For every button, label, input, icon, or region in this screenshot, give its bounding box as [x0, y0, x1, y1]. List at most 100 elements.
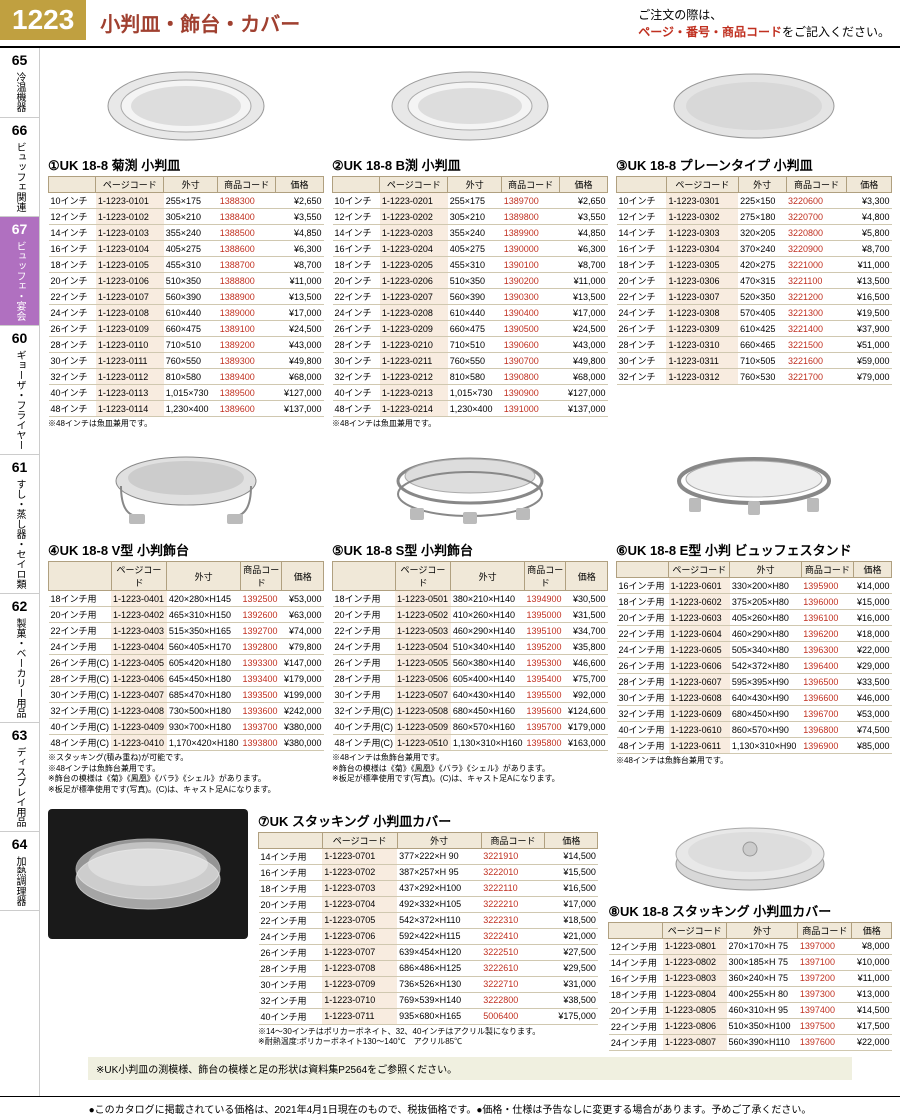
table-row: 18インチ用1-1223-0602375×205×H801396000¥15,0…	[617, 594, 892, 610]
table-row: 16インチ用1-1223-0803360×240×H 751397200¥11,…	[609, 970, 892, 986]
table-row: 20インチ用1-1223-0603405×260×H801396100¥16,0…	[617, 610, 892, 626]
table-row: 22インチ用1-1223-0503460×290×H1401395100¥34,…	[333, 623, 608, 639]
table-row: 24インチ用1-1223-0807560×390×H1101397600¥22,…	[609, 1034, 892, 1050]
product-title: ②UK 18-8 B渕 小判皿	[332, 155, 608, 174]
table-row: 28インチ用1-1223-0607595×395×H901396500¥33,5…	[617, 674, 892, 690]
table-row: 22インチ用1-1223-0604460×290×H801396200¥18,0…	[617, 626, 892, 642]
product-image	[48, 809, 248, 939]
table-row: 12インチ1-1223-0102305×2101388400¥3,550	[49, 209, 324, 225]
table-row: 14インチ1-1223-0203355×2401389900¥4,850	[333, 225, 608, 241]
table-row: 22インチ1-1223-0207560×3901390300¥13,500	[333, 289, 608, 305]
product-table: ページコード外寸商品コード価格16インチ用1-1223-0601330×200×…	[616, 561, 892, 754]
table-row: 20インチ用1-1223-0502410×260×H1401395000¥31,…	[333, 607, 608, 623]
table-row: 16インチ1-1223-0204405×2751390000¥6,300	[333, 241, 608, 257]
table-row: 16インチ用1-1223-0601330×200×H801395900¥14,0…	[617, 578, 892, 594]
table-row: 26インチ用1-1223-0606542×372×H801396400¥29,0…	[617, 658, 892, 674]
table-row: 28インチ用1-1223-0506605×400×H1401395400¥75,…	[333, 671, 608, 687]
table-row: 26インチ1-1223-0109660×4751389100¥24,500	[49, 321, 324, 337]
product-note: ※スタッキング(積み重ね)が可能です。※48インチは魚飾台兼用です。※飾台の模様…	[48, 753, 324, 795]
category-sidebar: 65冷温機器66ビュッフェ関連67ビュッフェ・宴会60ギョーザ・フライヤー61す…	[0, 48, 40, 1096]
table-row: 40インチ1-1223-02131,015×7301390900¥127,000	[333, 385, 608, 401]
table-row: 48インチ用(C)1-1223-05101,130×310×H160139580…	[333, 735, 608, 751]
table-row: 40インチ1-1223-01131,015×7301389500¥127,000	[49, 385, 324, 401]
table-row: 24インチ1-1223-0208610×4401390400¥17,000	[333, 305, 608, 321]
table-row: 10インチ1-1223-0301225×1503220600¥3,300	[617, 193, 892, 209]
table-row: 24インチ用1-1223-0404560×405×H1701392800¥79,…	[49, 639, 324, 655]
table-row: 30インチ用1-1223-0608640×430×H901396600¥46,0…	[617, 690, 892, 706]
product-note: ※14～30インチはポリカーボネイト、32、40インチはアクリル製になります。※…	[258, 1027, 598, 1048]
table-row: 18インチ用1-1223-0401420×280×H1451392500¥53,…	[49, 591, 324, 607]
sidebar-item[interactable]: 62製菓・ベーカリー用品	[0, 594, 39, 723]
product-2: ②UK 18-8 B渕 小判皿 ページコード外寸商品コード価格10インチ1-12…	[332, 58, 608, 429]
product-7: ⑦UK スタッキング 小判皿カバー ページコード外寸商品コード価格14インチ用1…	[258, 809, 598, 1051]
product-5: ⑤UK 18-8 S型 小判飾台 ページコード外寸商品コード価格18インチ用1-…	[332, 443, 608, 795]
table-row: 16インチ1-1223-0304370×2403220900¥8,700	[617, 241, 892, 257]
table-row: 18インチ1-1223-0205455×3101390100¥8,700	[333, 257, 608, 273]
table-row: 20インチ1-1223-0106510×3501388800¥11,000	[49, 273, 324, 289]
product-title: ①UK 18-8 菊渕 小判皿	[48, 155, 324, 174]
product-note: ※48インチは魚飾台兼用です。※飾台の模様は《菊》《鳳凰》《バラ》《シェル》があ…	[332, 753, 608, 784]
table-row: 30インチ用1-1223-0507640×430×H1401395500¥92,…	[333, 687, 608, 703]
sidebar-item[interactable]: 65冷温機器	[0, 48, 39, 118]
order-note: ご注文の際は、 ページ・番号・商品コードをご記入ください。	[628, 0, 900, 46]
table-row: 14インチ用1-1223-0701377×222×H 903221910¥14,…	[259, 848, 598, 864]
table-row: 40インチ用(C)1-1223-0409930×700×H1801393700¥…	[49, 719, 324, 735]
table-row: 48インチ1-1223-01141,230×4001389600¥137,000	[49, 401, 324, 417]
product-title: ⑤UK 18-8 S型 小判飾台	[332, 540, 608, 559]
product-table: ページコード外寸商品コード価格10インチ1-1223-0201255×17513…	[332, 176, 608, 417]
table-row: 30インチ1-1223-0111760×5501389300¥49,800	[49, 353, 324, 369]
table-row: 24インチ1-1223-0108610×4401389000¥17,000	[49, 305, 324, 321]
product-3: ③UK 18-8 プレーンタイプ 小判皿 ページコード外寸商品コード価格10イン…	[616, 58, 892, 429]
table-row: 22インチ用1-1223-0806510×350×H1001397500¥17,…	[609, 1018, 892, 1034]
table-row: 48インチ用1-1223-06111,130×310×H901396900¥85…	[617, 738, 892, 754]
product-note: ※48インチは魚飾台兼用です。	[616, 756, 892, 766]
table-row: 24インチ用1-1223-0504510×340×H1401395200¥35,…	[333, 639, 608, 655]
table-row: 24インチ1-1223-0308570×4053221300¥19,500	[617, 305, 892, 321]
table-row: 28インチ用1-1223-0708686×486×H1253222610¥29,…	[259, 960, 598, 976]
table-row: 12インチ1-1223-0202305×2101389800¥3,550	[333, 209, 608, 225]
table-row: 20インチ用1-1223-0402465×310×H1501392600¥63,…	[49, 607, 324, 623]
sidebar-item[interactable]: 67ビュッフェ・宴会	[0, 217, 39, 326]
table-row: 18インチ用1-1223-0703437×292×H1003222110¥16,…	[259, 880, 598, 896]
table-row: 14インチ用1-1223-0802300×185×H 751397100¥10,…	[609, 954, 892, 970]
product-title: ⑥UK 18-8 E型 小判 ビュッフェスタンド	[616, 540, 892, 559]
table-row: 24インチ用1-1223-0605505×340×H801396300¥22,0…	[617, 642, 892, 658]
table-row: 32インチ1-1223-0112810×5801389400¥68,000	[49, 369, 324, 385]
table-row: 26インチ用1-1223-0707639×454×H1203222510¥27,…	[259, 944, 598, 960]
table-row: 48インチ用(C)1-1223-04101,170×420×H180139380…	[49, 735, 324, 751]
sidebar-item[interactable]: 63ディスプレイ用品	[0, 723, 39, 832]
table-row: 22インチ1-1223-0307520×3503221200¥16,500	[617, 289, 892, 305]
sidebar-item[interactable]: 66ビュッフェ関連	[0, 118, 39, 217]
table-row: 26インチ1-1223-0309610×4253221400¥37,900	[617, 321, 892, 337]
product-title: ③UK 18-8 プレーンタイプ 小判皿	[616, 155, 892, 174]
table-row: 16インチ1-1223-0104405×2751388600¥6,300	[49, 241, 324, 257]
table-row: 12インチ1-1223-0302275×1803220700¥4,800	[617, 209, 892, 225]
table-row: 14インチ1-1223-0103355×2401388500¥4,850	[49, 225, 324, 241]
table-row: 20インチ1-1223-0206510×3501390200¥11,000	[333, 273, 608, 289]
table-row: 22インチ1-1223-0107560×3901388900¥13,500	[49, 289, 324, 305]
table-row: 26インチ用(C)1-1223-0405605×420×H1801393300¥…	[49, 655, 324, 671]
product-4: ④UK 18-8 V型 小判飾台 ページコード外寸商品コード価格18インチ用1-…	[48, 443, 324, 795]
sidebar-item[interactable]: 64加熱調理器	[0, 832, 39, 911]
table-row: 28インチ1-1223-0110710×5101389200¥43,000	[49, 337, 324, 353]
table-row: 12インチ用1-1223-0801270×170×H 751397000¥8,0…	[609, 938, 892, 954]
product-7-image-area	[48, 809, 248, 1051]
sidebar-item[interactable]: 60ギョーザ・フライヤー	[0, 326, 39, 455]
table-row: 18インチ1-1223-0305420×2753221000¥11,000	[617, 257, 892, 273]
product-table: ページコード外寸商品コード価格12インチ用1-1223-0801270×170×…	[608, 922, 892, 1051]
table-row: 40インチ用(C)1-1223-0509860×570×H1601395700¥…	[333, 719, 608, 735]
product-title: ④UK 18-8 V型 小判飾台	[48, 540, 324, 559]
table-row: 10インチ1-1223-0201255×1751389700¥2,650	[333, 193, 608, 209]
table-row: 30インチ用(C)1-1223-0407685×470×H1801393500¥…	[49, 687, 324, 703]
table-row: 20インチ用1-1223-0704492×332×H1053222210¥17,…	[259, 896, 598, 912]
table-row: 26インチ1-1223-0209660×4751390500¥24,500	[333, 321, 608, 337]
page-number: 1223	[0, 0, 86, 40]
product-image	[48, 58, 324, 153]
table-row: 22インチ用1-1223-0403515×350×H1651392700¥74,…	[49, 623, 324, 639]
product-title: ⑦UK スタッキング 小判皿カバー	[258, 811, 598, 830]
table-row: 40インチ用1-1223-0711935×680×H1655006400¥175…	[259, 1008, 598, 1024]
table-row: 28インチ1-1223-0210710×5101390600¥43,000	[333, 337, 608, 353]
sidebar-item[interactable]: 61すし・蒸し器・セイロ類	[0, 455, 39, 594]
table-row: 32インチ用(C)1-1223-0408730×500×H1801393600¥…	[49, 703, 324, 719]
product-image	[332, 443, 608, 538]
